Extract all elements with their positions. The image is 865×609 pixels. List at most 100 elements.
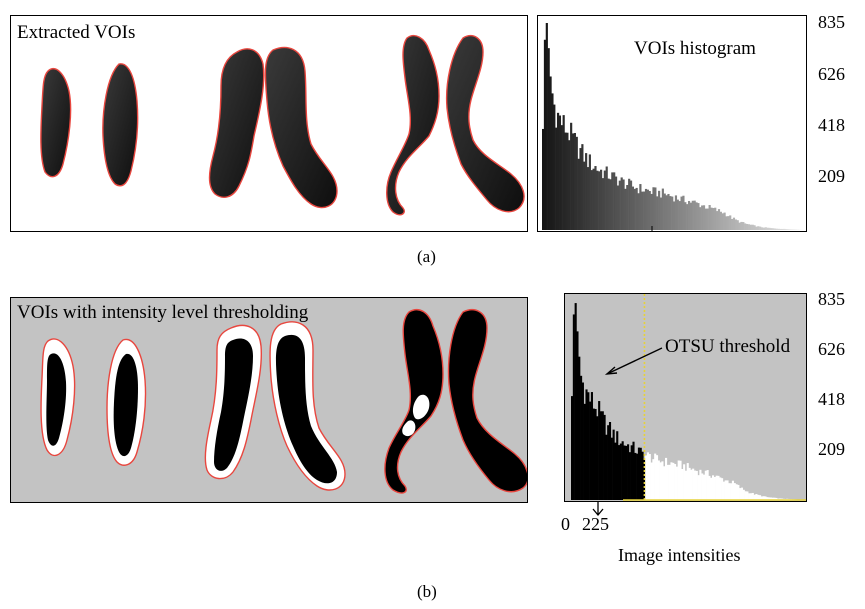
histogram-bar bbox=[670, 462, 673, 500]
histogram-bar bbox=[618, 180, 621, 230]
histogram-bar bbox=[641, 451, 644, 500]
histogram-bar bbox=[607, 425, 610, 500]
histogram-bar bbox=[789, 229, 792, 230]
histogram-bar bbox=[688, 467, 691, 500]
histogram-bar bbox=[727, 216, 730, 230]
histogram-bar bbox=[578, 356, 581, 500]
histogram-bar bbox=[661, 461, 664, 500]
histogram-bar bbox=[733, 483, 736, 500]
histogram-bar bbox=[773, 497, 776, 500]
histogram-bar bbox=[739, 488, 742, 500]
histogram-bar bbox=[677, 460, 680, 500]
histogram-bar bbox=[575, 136, 578, 230]
voi-mid-left bbox=[208, 48, 265, 198]
histogram-bar bbox=[684, 470, 687, 500]
histogram-bar bbox=[719, 477, 722, 500]
histogram-bar bbox=[573, 132, 576, 230]
histogram-bar bbox=[671, 196, 674, 230]
histogram-bar bbox=[628, 452, 631, 500]
histogram-bar bbox=[614, 442, 617, 500]
histogram-bar bbox=[562, 115, 565, 230]
histogram-bar bbox=[616, 185, 620, 230]
histogram-bar bbox=[665, 457, 668, 500]
histogram-bar bbox=[564, 132, 567, 230]
histogram-bar bbox=[762, 227, 765, 230]
histogram-bar bbox=[695, 202, 698, 230]
histogram-bar bbox=[759, 495, 762, 500]
y-tick-label: 209 bbox=[818, 166, 845, 187]
histogram-bar bbox=[613, 172, 616, 230]
histogram-bar bbox=[738, 222, 741, 230]
panel-title: Extracted VOIs bbox=[17, 22, 136, 43]
histogram-bar bbox=[555, 127, 558, 230]
histogram-bar bbox=[777, 228, 780, 230]
histogram-bar bbox=[619, 443, 622, 500]
histogram-bar bbox=[654, 453, 657, 500]
histogram-bar bbox=[699, 469, 702, 500]
histogram-bar bbox=[598, 171, 601, 230]
histogram-bar bbox=[775, 497, 778, 500]
histogram-bar bbox=[706, 470, 709, 500]
histogram-bar bbox=[766, 227, 769, 230]
histogram-bar bbox=[725, 216, 728, 230]
histogram-bar bbox=[558, 115, 562, 230]
voi-mid-right bbox=[264, 46, 338, 209]
histogram-bar bbox=[628, 178, 631, 230]
histogram-bar bbox=[736, 220, 739, 230]
histogram-bar bbox=[760, 496, 763, 500]
histogram-bar bbox=[764, 496, 767, 500]
histogram-bar bbox=[585, 153, 588, 230]
histogram-bar bbox=[568, 140, 571, 230]
histogram-bar bbox=[731, 219, 734, 230]
histogram-bar bbox=[637, 447, 640, 500]
histogram-bar bbox=[770, 228, 773, 230]
histogram-bar bbox=[612, 429, 615, 500]
histogram-bar bbox=[632, 441, 635, 500]
histogram-bar bbox=[749, 493, 753, 500]
histogram-bar bbox=[749, 224, 752, 230]
histogram-bar bbox=[744, 223, 747, 230]
histogram-bar bbox=[681, 469, 684, 500]
histogram-bar bbox=[772, 228, 775, 230]
extracted-vois-image bbox=[40, 34, 525, 216]
histogram-bar bbox=[702, 474, 706, 500]
histogram-bar bbox=[742, 222, 745, 230]
histogram-bar bbox=[675, 466, 678, 500]
histogram-bar bbox=[755, 494, 758, 500]
voi-right-right bbox=[445, 34, 525, 213]
histogram-bar bbox=[755, 226, 758, 230]
voi-right-left bbox=[386, 34, 440, 216]
histogram-bar bbox=[667, 193, 670, 230]
histogram-bar bbox=[742, 489, 745, 500]
histogram-bar bbox=[586, 167, 590, 230]
y-tick-label: 418 bbox=[818, 388, 845, 409]
histogram-bar bbox=[594, 166, 597, 230]
histogram-bar bbox=[654, 187, 657, 230]
histogram-bar bbox=[581, 382, 584, 500]
histogram-bar bbox=[551, 93, 554, 231]
histogram-bar bbox=[668, 464, 671, 500]
histogram-bar bbox=[648, 191, 651, 230]
histogram-bar bbox=[600, 169, 603, 230]
otsu-histogram-chart bbox=[564, 293, 807, 502]
histogram-bar bbox=[676, 199, 679, 230]
histogram-bar bbox=[601, 178, 605, 230]
histogram-bar bbox=[609, 179, 612, 230]
histogram-bar bbox=[587, 392, 590, 500]
histogram-bar bbox=[611, 172, 614, 230]
histogram-bar bbox=[605, 434, 608, 500]
histogram-bar bbox=[645, 455, 648, 500]
histogram-bar bbox=[627, 444, 630, 500]
histogram-bar bbox=[687, 200, 691, 230]
histogram-bar bbox=[629, 180, 633, 230]
histogram-bar bbox=[790, 229, 794, 230]
histogram-bar bbox=[566, 132, 569, 230]
histogram-bar bbox=[592, 168, 595, 230]
histogram-bar bbox=[757, 226, 760, 230]
x-axis-label: Image intensities bbox=[618, 545, 741, 565]
histogram-bar bbox=[620, 177, 623, 230]
histogram-bar bbox=[704, 208, 707, 230]
histogram-bar bbox=[622, 179, 625, 230]
histogram-bar bbox=[697, 203, 700, 230]
histogram-bar bbox=[626, 185, 629, 230]
